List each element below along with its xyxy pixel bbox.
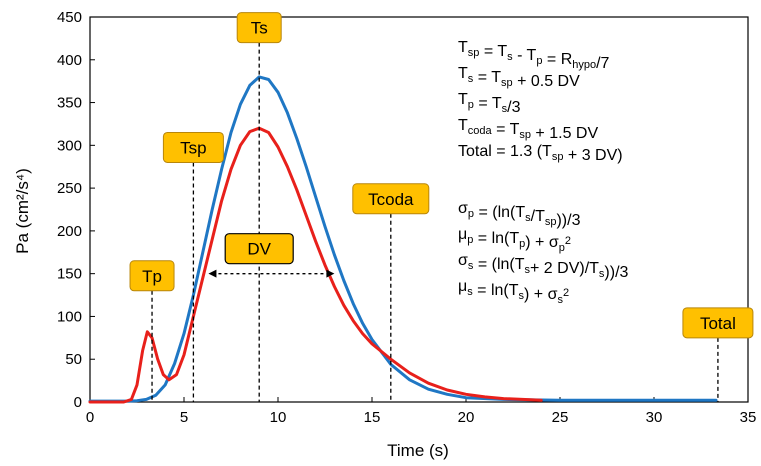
y-tick-label: 100 [57, 308, 82, 325]
marker-label-tp: Tp [142, 267, 162, 286]
marker-box-total [682, 307, 754, 339]
y-tick-label: 400 [57, 52, 82, 69]
y-tick-label: 50 [65, 351, 82, 368]
equations-layer: Tsp = Ts - Tp = Rhypo/7Ts = Tsp + 0.5 DV… [458, 39, 629, 306]
markers-layer: Tp Tsp Ts Tcoda Total DV [129, 12, 754, 402]
y-tick-label: 0 [74, 394, 82, 411]
y-tick-label: 200 [57, 223, 82, 240]
equation-bottom-2: μp = ln(Tp) + σp2 [458, 226, 571, 254]
marker-label-ts: Ts [251, 19, 268, 38]
equation-top-1: Tsp = Ts - Tp = Rhypo/7 [458, 39, 610, 72]
x-tick-label: 10 [270, 409, 287, 426]
x-tick-label: 25 [552, 409, 569, 426]
equation-top-5: Total = 1.3 (Tsp + 3 DV) [458, 143, 623, 164]
marker-box-tp [129, 260, 175, 292]
marker-box-tsp [162, 131, 224, 163]
equation-top-4: Tcoda = Tsp + 1.5 DV [458, 117, 598, 142]
marker-label-tcoda: Tcoda [368, 190, 414, 209]
y-tick-label: 300 [57, 137, 82, 154]
marker-box-ts [236, 12, 282, 44]
equation-bottom-4: μs = ln(Ts) + σs2 [458, 278, 569, 306]
equation-top-3: Tp = Ts/3 [458, 91, 521, 116]
x-tick-label: 15 [364, 409, 381, 426]
series-layer [88, 75, 718, 404]
series-line-red [88, 126, 543, 404]
y-axis-label: Pa (cm²/s⁴) [13, 168, 32, 254]
axes: 0 5 10 15 20 25 30 3505010015020025030035040045… [57, 9, 756, 426]
x-axis-label: Time (s) [387, 441, 449, 460]
plot-frame [89, 16, 749, 403]
y-tick-label: 350 [57, 95, 82, 112]
y-tick-label: 250 [57, 180, 82, 197]
marker-label-total: Total [700, 314, 736, 333]
dv-label: DV [247, 240, 271, 259]
y-tick-label: 150 [57, 266, 82, 283]
x-tick-label: 35 [740, 409, 757, 426]
series-line-blue [88, 75, 718, 403]
equation-top-2: Ts = Tsp + 0.5 DV [458, 65, 580, 90]
dv-arrow-right [326, 269, 335, 278]
x-tick-label: 30 [646, 409, 663, 426]
equation-bottom-1: σp = (ln(Ts/Tsp))/3 [458, 200, 581, 229]
y-tick-label: 450 [57, 9, 82, 26]
marker-label-tsp: Tsp [180, 138, 206, 157]
equation-bottom-3: σs = (ln(Ts+ 2 DV)/Ts))/3 [458, 252, 629, 281]
x-tick-label: 5 [180, 409, 188, 426]
dv-arrow-left [208, 269, 217, 278]
dv-box [224, 233, 294, 265]
x-tick-label: 20 [458, 409, 475, 426]
x-tick-label: 0 [86, 409, 94, 426]
marker-box-tcoda [352, 183, 430, 215]
